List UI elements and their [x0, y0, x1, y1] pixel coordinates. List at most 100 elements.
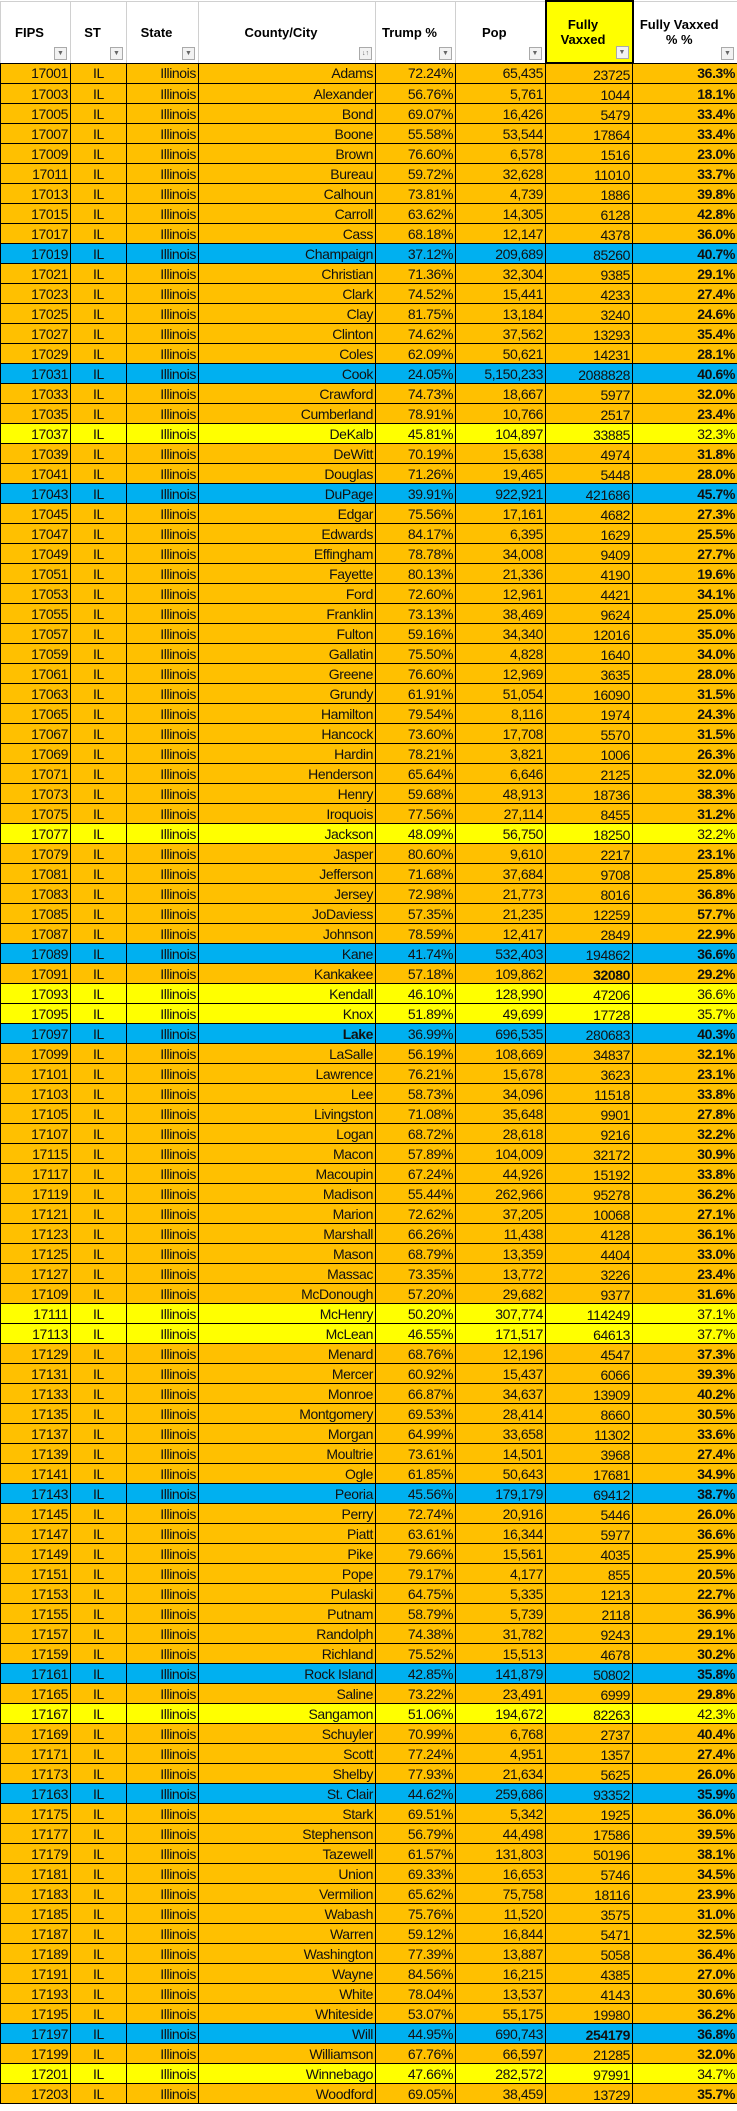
cell-st[interactable]: IL — [70, 803, 127, 824]
cell-st[interactable]: IL — [70, 1103, 127, 1124]
cell-state[interactable]: Illinois — [126, 943, 199, 964]
cell-fips[interactable]: 17109 — [0, 1283, 71, 1304]
cell-st[interactable]: IL — [70, 183, 127, 204]
cell-fully-vaxxed-pct[interactable]: 40.7% — [632, 243, 737, 264]
cell-state[interactable]: Illinois — [126, 643, 199, 664]
cell-county[interactable]: Clark — [198, 283, 376, 304]
cell-state[interactable]: Illinois — [126, 1643, 199, 1664]
cell-st[interactable]: IL — [70, 1123, 127, 1144]
cell-fully-vaxxed[interactable]: 12016 — [545, 623, 633, 644]
cell-fully-vaxxed[interactable]: 2849 — [545, 923, 633, 944]
cell-st[interactable]: IL — [70, 943, 127, 964]
cell-st[interactable]: IL — [70, 1243, 127, 1264]
cell-fips[interactable]: 17059 — [0, 643, 71, 664]
cell-fully-vaxxed-pct[interactable]: 33.8% — [632, 1083, 737, 1104]
cell-trump-pct[interactable]: 64.99% — [375, 1423, 456, 1444]
cell-fully-vaxxed-pct[interactable]: 36.2% — [632, 2003, 737, 2024]
cell-state[interactable]: Illinois — [126, 103, 199, 124]
cell-state[interactable]: Illinois — [126, 323, 199, 344]
cell-state[interactable]: Illinois — [126, 1483, 199, 1504]
cell-state[interactable]: Illinois — [126, 463, 199, 484]
cell-trump-pct[interactable]: 39.91% — [375, 483, 456, 504]
cell-state[interactable]: Illinois — [126, 1723, 199, 1744]
cell-fips[interactable]: 17091 — [0, 963, 71, 984]
cell-state[interactable]: Illinois — [126, 1143, 199, 1164]
cell-fully-vaxxed-pct[interactable]: 35.8% — [632, 1663, 737, 1684]
cell-fully-vaxxed[interactable]: 47206 — [545, 983, 633, 1004]
cell-fully-vaxxed[interactable]: 1640 — [545, 643, 633, 664]
cell-county[interactable]: Christian — [198, 263, 376, 284]
cell-county[interactable]: Ogle — [198, 1463, 376, 1484]
cell-county[interactable]: DeKalb — [198, 423, 376, 444]
filter-dropdown-icon[interactable]: ▼ — [110, 46, 123, 60]
cell-st[interactable]: IL — [70, 703, 127, 724]
cell-fips[interactable]: 17201 — [0, 2063, 71, 2084]
cell-fully-vaxxed[interactable]: 9901 — [545, 1103, 633, 1124]
cell-county[interactable]: Kankakee — [198, 963, 376, 984]
cell-st[interactable]: IL — [70, 963, 127, 984]
cell-county[interactable]: Woodford — [198, 2083, 376, 2104]
cell-fully-vaxxed[interactable]: 5448 — [545, 463, 633, 484]
cell-fully-vaxxed[interactable]: 6999 — [545, 1683, 633, 1704]
cell-fips[interactable]: 17009 — [0, 143, 71, 164]
cell-fips[interactable]: 17105 — [0, 1103, 71, 1124]
cell-county[interactable]: Will — [198, 2023, 376, 2044]
cell-st[interactable]: IL — [70, 343, 127, 364]
cell-st[interactable]: IL — [70, 323, 127, 344]
cell-fips[interactable]: 17193 — [0, 1983, 71, 2004]
cell-fips[interactable]: 17077 — [0, 823, 71, 844]
cell-trump-pct[interactable]: 45.56% — [375, 1483, 456, 1504]
cell-trump-pct[interactable]: 68.18% — [375, 223, 456, 244]
cell-fully-vaxxed[interactable]: 9409 — [545, 543, 633, 564]
cell-trump-pct[interactable]: 76.21% — [375, 1063, 456, 1084]
cell-state[interactable]: Illinois — [126, 483, 199, 504]
cell-fully-vaxxed-pct[interactable]: 33.7% — [632, 163, 737, 184]
cell-fully-vaxxed-pct[interactable]: 32.5% — [632, 1923, 737, 1944]
cell-fully-vaxxed-pct[interactable]: 26.0% — [632, 1503, 737, 1524]
cell-st[interactable]: IL — [70, 1003, 127, 1024]
cell-trump-pct[interactable]: 84.17% — [375, 523, 456, 544]
cell-fully-vaxxed[interactable]: 114249 — [545, 1303, 633, 1324]
cell-trump-pct[interactable]: 76.60% — [375, 663, 456, 684]
cell-st[interactable]: IL — [70, 143, 127, 164]
cell-pop[interactable]: 16,215 — [455, 1963, 546, 1984]
cell-st[interactable]: IL — [70, 1683, 127, 1704]
cell-fips[interactable]: 17125 — [0, 1243, 71, 1264]
cell-st[interactable]: IL — [70, 1443, 127, 1464]
cell-trump-pct[interactable]: 56.76% — [375, 83, 456, 104]
cell-fully-vaxxed-pct[interactable]: 38.7% — [632, 1483, 737, 1504]
cell-pop[interactable]: 262,966 — [455, 1183, 546, 1204]
cell-fips[interactable]: 17119 — [0, 1183, 71, 1204]
cell-pop[interactable]: 38,459 — [455, 2083, 546, 2104]
cell-fully-vaxxed[interactable]: 14231 — [545, 343, 633, 364]
cell-fully-vaxxed-pct[interactable]: 28.0% — [632, 463, 737, 484]
cell-county[interactable]: Cumberland — [198, 403, 376, 424]
cell-trump-pct[interactable]: 73.13% — [375, 603, 456, 624]
cell-st[interactable]: IL — [70, 403, 127, 424]
cell-trump-pct[interactable]: 50.20% — [375, 1303, 456, 1324]
cell-trump-pct[interactable]: 48.09% — [375, 823, 456, 844]
cell-st[interactable]: IL — [70, 423, 127, 444]
cell-county[interactable]: Piatt — [198, 1523, 376, 1544]
cell-county[interactable]: Hamilton — [198, 703, 376, 724]
cell-st[interactable]: IL — [70, 1603, 127, 1624]
cell-pop[interactable]: 27,114 — [455, 803, 546, 824]
cell-st[interactable]: IL — [70, 1883, 127, 1904]
cell-pop[interactable]: 128,990 — [455, 983, 546, 1004]
cell-state[interactable]: Illinois — [126, 1383, 199, 1404]
cell-fully-vaxxed-pct[interactable]: 45.7% — [632, 483, 737, 504]
cell-pop[interactable]: 51,054 — [455, 683, 546, 704]
cell-st[interactable]: IL — [70, 883, 127, 904]
cell-fully-vaxxed[interactable]: 17586 — [545, 1823, 633, 1844]
cell-fully-vaxxed-pct[interactable]: 29.8% — [632, 1683, 737, 1704]
cell-county[interactable]: Jasper — [198, 843, 376, 864]
cell-county[interactable]: Marion — [198, 1203, 376, 1224]
cell-county[interactable]: Stark — [198, 1803, 376, 1824]
cell-pop[interactable]: 696,535 — [455, 1023, 546, 1044]
cell-trump-pct[interactable]: 58.73% — [375, 1083, 456, 1104]
cell-trump-pct[interactable]: 57.20% — [375, 1283, 456, 1304]
cell-state[interactable]: Illinois — [126, 583, 199, 604]
cell-trump-pct[interactable]: 74.62% — [375, 323, 456, 344]
cell-st[interactable]: IL — [70, 2023, 127, 2044]
cell-fully-vaxxed-pct[interactable]: 28.0% — [632, 663, 737, 684]
